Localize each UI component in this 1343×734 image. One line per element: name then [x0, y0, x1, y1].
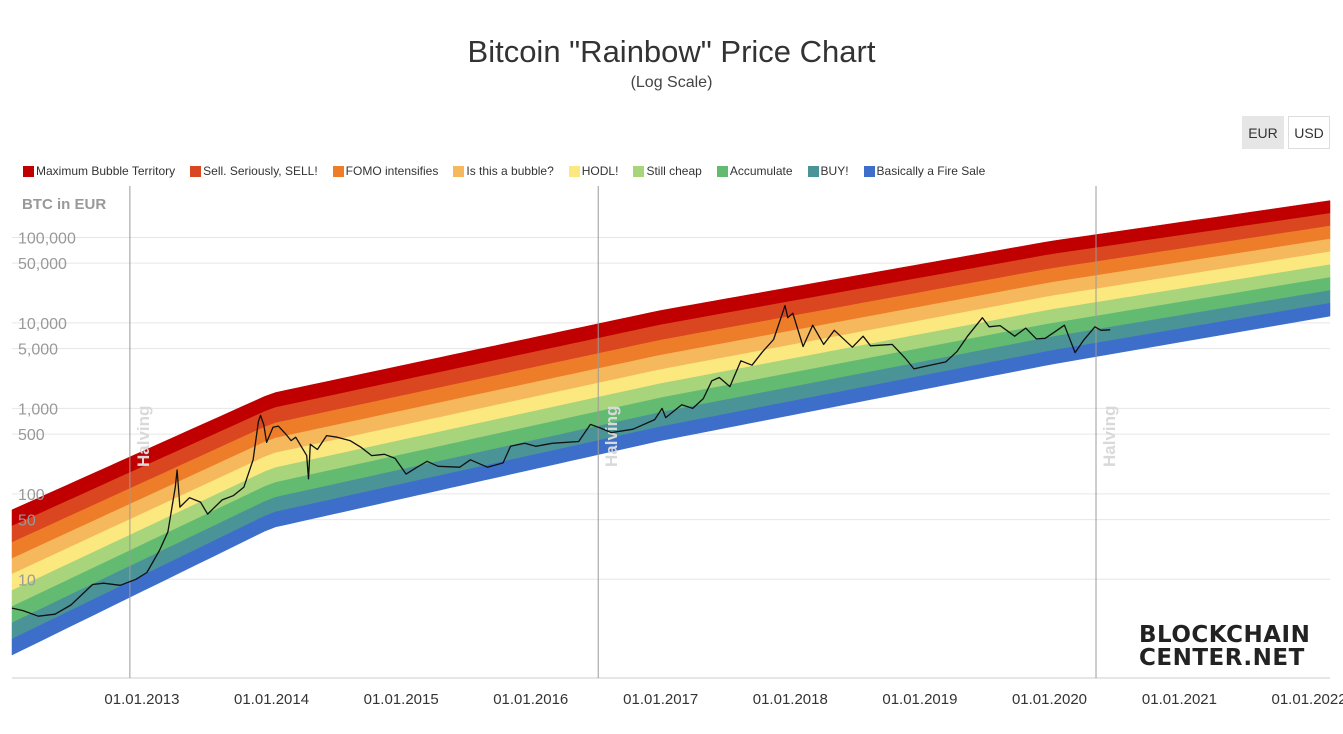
- legend-swatch: [568, 165, 580, 177]
- y-tick-label: 5,000: [18, 342, 58, 359]
- btc-price-line: [11, 304, 1111, 617]
- rainbow-band: [11, 302, 1331, 656]
- legend-swatch: [190, 165, 202, 177]
- legend-item-still-cheap[interactable]: Still cheap: [633, 164, 702, 178]
- legend-swatch: [453, 165, 465, 177]
- legend-item-hodl[interactable]: HODL!: [568, 164, 619, 178]
- x-tick-label: 01.01.2017: [623, 691, 698, 708]
- legend-item-fire-sale[interactable]: Basically a Fire Sale: [863, 164, 986, 178]
- legend-label: Is this a bubble?: [466, 164, 554, 178]
- chart-subtitle: (Log Scale): [630, 74, 713, 91]
- currency-toggle: EUR USD: [1238, 116, 1330, 149]
- logo-line-2: CENTER.NET: [1139, 645, 1305, 671]
- halving-label: Halving: [1100, 406, 1119, 467]
- legend-label: BUY!: [820, 164, 849, 178]
- legend-label: Accumulate: [729, 164, 793, 178]
- legend-swatch: [863, 165, 875, 177]
- chart-title: Bitcoin "Rainbow" Price Chart: [467, 34, 876, 69]
- legend-label: FOMO intensifies: [345, 164, 439, 178]
- y-tick-label: 50,000: [18, 256, 67, 273]
- blockchaincenter-logo: BLOCKCHAIN CENTER.NET: [1139, 624, 1310, 670]
- rainbow-chart[interactable]: Halving Halving Halving 100,000 50,000 10,00…: [0, 186, 1343, 734]
- legend-item-fomo[interactable]: FOMO intensifies: [332, 164, 439, 178]
- y-tick-label: 10: [18, 572, 36, 589]
- y-tick-label: 1,000: [18, 401, 58, 418]
- rainbow-bands: [11, 200, 1331, 656]
- x-tick-label: 01.01.2019: [882, 691, 957, 708]
- currency-eur-button[interactable]: EUR: [1242, 116, 1284, 149]
- legend-swatch: [633, 165, 645, 177]
- legend-item-accumulate[interactable]: Accumulate: [716, 164, 793, 178]
- y-tick-label: 100: [18, 487, 45, 504]
- y-axis-labels: 100,000 50,000 10,000 5,000 1,000 500 100 50 10: [18, 230, 76, 589]
- x-tick-label: 01.01.2013: [104, 691, 179, 708]
- y-tick-label: 10,000: [18, 316, 67, 333]
- chart-legend: Maximum Bubble Territory Sell. Seriously…: [23, 164, 1000, 178]
- halving-label: Halving: [134, 406, 153, 467]
- legend-label: Still cheap: [646, 164, 702, 178]
- x-axis-labels: 01.01.2013 01.01.2014 01.01.2015 01.01.2016…: [104, 691, 1343, 708]
- y-tick-label: 100,000: [18, 230, 76, 247]
- legend-item-buy[interactable]: BUY!: [807, 164, 849, 178]
- y-axis-title: BTC in EUR: [22, 196, 106, 213]
- halving-markers: Halving Halving Halving: [129, 186, 1119, 678]
- legend-swatch: [807, 165, 819, 177]
- legend-item-sell[interactable]: Sell. Seriously, SELL!: [190, 164, 318, 178]
- legend-swatch: [23, 165, 34, 177]
- x-tick-label: 01.01.2015: [364, 691, 439, 708]
- legend-label: Maximum Bubble Territory: [36, 164, 176, 178]
- x-tick-label: 01.01.2021: [1142, 691, 1217, 708]
- halving-label: Halving: [602, 406, 621, 467]
- legend-swatch: [332, 165, 344, 177]
- legend-label: HODL!: [581, 164, 619, 178]
- price-line: [11, 304, 1111, 617]
- legend-item-maximum-bubble[interactable]: Maximum Bubble Territory: [23, 164, 175, 178]
- y-tick-label: 50: [18, 513, 36, 530]
- x-tick-label: 01.01.2014: [234, 691, 309, 708]
- logo-line-1: BLOCKCHAIN: [1139, 622, 1311, 648]
- x-tick-label: 01.01.2020: [1012, 691, 1087, 708]
- x-tick-label: 01.01.2022: [1272, 691, 1343, 708]
- legend-swatch: [716, 165, 728, 177]
- legend-label: Basically a Fire Sale: [876, 164, 986, 178]
- legend-label: Sell. Seriously, SELL!: [203, 164, 318, 178]
- x-tick-label: 01.01.2016: [493, 691, 568, 708]
- currency-usd-button[interactable]: USD: [1288, 116, 1330, 149]
- x-tick-label: 01.01.2018: [753, 691, 828, 708]
- y-tick-label: 500: [18, 427, 45, 444]
- legend-item-bubble[interactable]: Is this a bubble?: [453, 164, 554, 178]
